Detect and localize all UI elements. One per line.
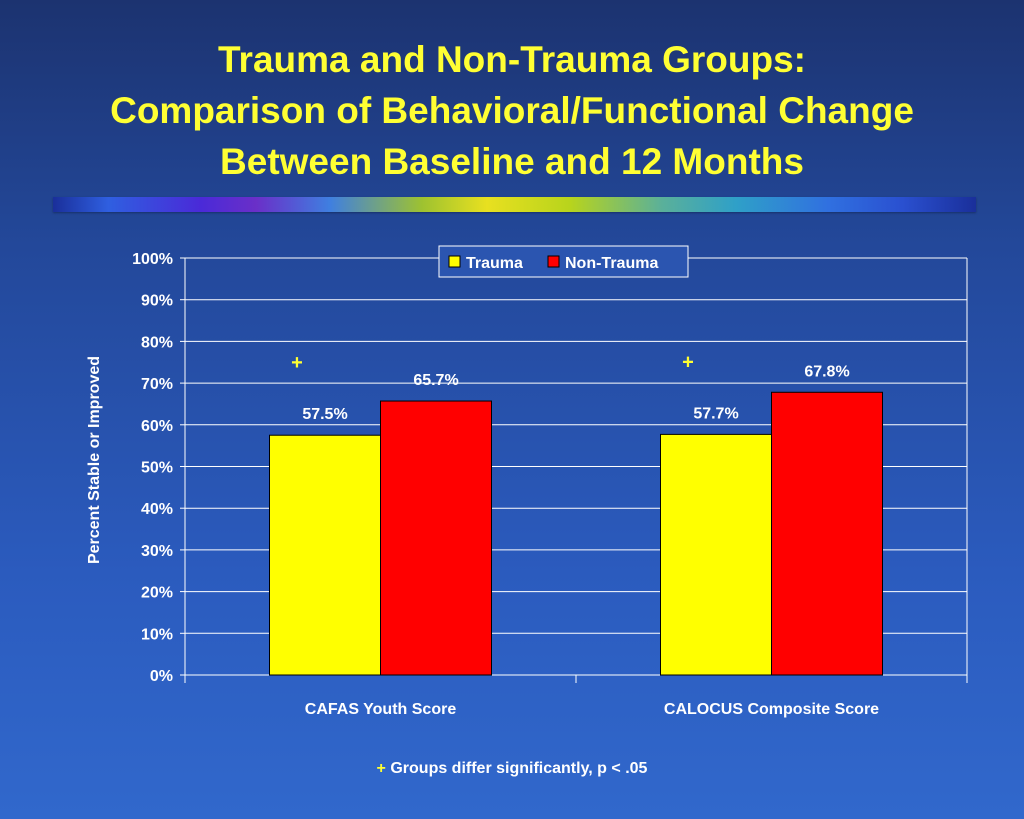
y-axis-label: Percent Stable or Improved: [86, 356, 103, 564]
bars: 57.5% 65.7% +57.7% 67.8% +: [269, 351, 883, 676]
y-tick-label: 80%: [141, 334, 173, 351]
y-tick-label: 90%: [141, 293, 173, 310]
y-tick-label: 0%: [150, 668, 173, 685]
bar-trauma: [269, 434, 381, 676]
title-line-3: Between Baseline and 12 Months: [220, 141, 804, 182]
significance-marker: +: [682, 351, 694, 373]
title-line-2: Comparison of Behavioral/Functional Chan…: [110, 90, 914, 131]
legend-label: Non-Trauma: [565, 255, 658, 272]
data-label: 57.7%: [693, 405, 738, 422]
title-line-1: Trauma and Non-Trauma Groups:: [218, 39, 806, 80]
legend: Trauma Non-Trauma: [438, 245, 689, 278]
bar-trauma: [660, 433, 772, 676]
bar-non-trauma: [380, 400, 492, 676]
data-label: 67.8%: [804, 363, 849, 380]
y-tick-label: 20%: [141, 585, 173, 602]
y-tick-label: 70%: [141, 376, 173, 393]
legend-swatch-non-trauma: [547, 255, 560, 268]
legend-label: Trauma: [466, 255, 523, 272]
legend-box: [438, 245, 689, 278]
slide-title: Trauma and Non-Trauma Groups: Comparison…: [0, 34, 1024, 187]
y-tick-label: 10%: [141, 626, 173, 643]
y-tick-label: 30%: [141, 543, 173, 560]
x-tick-label: CAFAS Youth Score: [305, 701, 457, 718]
x-tick-label: CALOCUS Composite Score: [664, 701, 879, 718]
legend-swatch-trauma: [448, 255, 461, 268]
significance-marker: +: [291, 352, 303, 374]
significance-mark: +: [376, 760, 386, 777]
footnote-text: Groups differ significantly, p < .05: [390, 760, 648, 777]
x-tick-labels: CAFAS Youth Score CALOCUS Composite Score: [305, 701, 879, 718]
y-tick-label: 40%: [141, 501, 173, 518]
rainbow-divider: [53, 197, 976, 212]
y-tick-label: 100%: [132, 251, 173, 268]
bar-non-trauma: [771, 391, 883, 676]
data-label: 65.7%: [413, 372, 458, 389]
y-tick-label: 50%: [141, 460, 173, 477]
y-tick-label: 60%: [141, 418, 173, 435]
footnote: + Groups differ significantly, p < .05: [0, 760, 1024, 778]
data-label: 57.5%: [302, 406, 347, 423]
y-tick-labels: 0% 10% 20% 30% 40% 50% 60% 70% 80% 90% 100%: [132, 251, 173, 685]
